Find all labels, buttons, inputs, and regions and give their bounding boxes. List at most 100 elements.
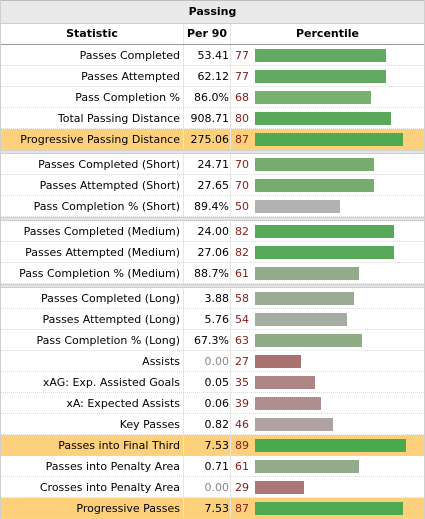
per90-value: 53.41 xyxy=(183,45,230,65)
per90-value: 27.65 xyxy=(183,175,230,195)
stat-name[interactable]: Passes Attempted (Medium) xyxy=(25,246,180,259)
percentile-bar xyxy=(255,418,333,431)
per90-value: 88.7% xyxy=(183,263,230,283)
percentile-value: 77 xyxy=(230,66,251,86)
percentile-bar xyxy=(255,292,354,305)
per90-value: 0.00 xyxy=(183,351,230,371)
percentile-bar xyxy=(255,225,394,238)
percentile-bar xyxy=(255,502,403,515)
stat-name[interactable]: Passes Attempted (Short) xyxy=(39,179,180,192)
per90-value: 27.06 xyxy=(183,242,230,262)
percentile-value: 68 xyxy=(230,87,251,107)
header-percentile[interactable]: Percentile xyxy=(230,24,424,44)
per90-value: 0.00 xyxy=(183,477,230,497)
table-row: xA: Expected Assists 0.06 39 xyxy=(1,393,424,414)
percentile-bar xyxy=(255,334,362,347)
per90-value: 908.71 xyxy=(183,108,230,128)
percentile-bar-cell xyxy=(251,129,424,149)
table-row: Passes Attempted (Short) 27.65 70 xyxy=(1,175,424,196)
stat-name[interactable]: Total Passing Distance xyxy=(57,112,180,125)
percentile-value: 82 xyxy=(230,221,251,241)
per90-value: 5.76 xyxy=(183,309,230,329)
table-row: Passes Attempted (Long) 5.76 54 xyxy=(1,309,424,330)
stat-name[interactable]: Pass Completion % (Short) xyxy=(33,200,180,213)
percentile-value: 50 xyxy=(230,196,251,216)
percentile-bar-cell xyxy=(251,498,424,518)
table-row: Passes Attempted (Medium) 27.06 82 xyxy=(1,242,424,263)
per90-value: 89.4% xyxy=(183,196,230,216)
percentile-bar-cell xyxy=(251,393,424,413)
percentile-bar xyxy=(255,246,394,259)
percentile-bar xyxy=(255,133,403,146)
table-row: Passes Completed 53.41 77 xyxy=(1,45,424,66)
stat-name[interactable]: Crosses into Penalty Area xyxy=(39,481,180,494)
percentile-value: 87 xyxy=(230,129,251,149)
table-row: Progressive Passes 7.53 87 xyxy=(1,498,424,519)
stat-name[interactable]: xA: Expected Assists xyxy=(66,397,180,410)
percentile-bar-cell xyxy=(251,456,424,476)
percentile-value: 70 xyxy=(230,154,251,174)
group-divider xyxy=(1,284,424,288)
stat-name[interactable]: Progressive Passes xyxy=(76,502,180,515)
table-row: Passes into Final Third 7.53 89 xyxy=(1,435,424,456)
percentile-bar xyxy=(255,439,406,452)
header-per90[interactable]: Per 90 xyxy=(183,24,230,44)
table-row: Pass Completion % (Short) 89.4% 50 xyxy=(1,196,424,217)
percentile-bar xyxy=(255,158,374,171)
percentile-bar xyxy=(255,179,374,192)
stat-name[interactable]: Passes Completed (Short) xyxy=(38,158,180,171)
percentile-bar-cell xyxy=(251,196,424,216)
percentile-bar-cell xyxy=(251,309,424,329)
stat-name[interactable]: xAG: Exp. Assisted Goals xyxy=(42,376,180,389)
percentile-value: 70 xyxy=(230,175,251,195)
group-divider xyxy=(1,150,424,154)
stat-name[interactable]: Progressive Passing Distance xyxy=(20,133,180,146)
percentile-bar xyxy=(255,376,315,389)
stat-name[interactable]: Pass Completion % xyxy=(75,91,180,104)
percentile-bar xyxy=(255,112,391,125)
table-row: Progressive Passing Distance 275.06 87 xyxy=(1,129,424,150)
percentile-value: 27 xyxy=(230,351,251,371)
stat-name[interactable]: Key Passes xyxy=(119,418,180,431)
percentile-value: 77 xyxy=(230,45,251,65)
header-statistic[interactable]: Statistic xyxy=(66,27,118,40)
stat-name[interactable]: Assists xyxy=(142,355,180,368)
percentile-bar-cell xyxy=(251,108,424,128)
stat-name[interactable]: Passes Completed xyxy=(79,49,180,62)
percentile-bar-cell xyxy=(251,435,424,455)
percentile-value: 61 xyxy=(230,263,251,283)
per90-value: 24.71 xyxy=(183,154,230,174)
table-row: Assists 0.00 27 xyxy=(1,351,424,372)
percentile-bar-cell xyxy=(251,351,424,371)
table-row: Pass Completion % 86.0% 68 xyxy=(1,87,424,108)
table-row: Passes Completed (Medium) 24.00 82 xyxy=(1,221,424,242)
percentile-bar-cell xyxy=(251,263,424,283)
percentile-bar-cell xyxy=(251,221,424,241)
per90-value: 0.06 xyxy=(183,393,230,413)
percentile-value: 54 xyxy=(230,309,251,329)
stat-name[interactable]: Pass Completion % (Long) xyxy=(36,334,181,347)
percentile-bar xyxy=(255,267,359,280)
percentile-value: 87 xyxy=(230,498,251,518)
stat-name[interactable]: Passes Completed (Medium) xyxy=(23,225,180,238)
percentile-bar-cell xyxy=(251,330,424,350)
percentile-bar xyxy=(255,313,347,326)
percentile-bar-cell xyxy=(251,175,424,195)
percentile-bar xyxy=(255,91,371,104)
percentile-value: 61 xyxy=(230,456,251,476)
stat-name[interactable]: Passes into Final Third xyxy=(58,439,180,452)
percentile-value: 63 xyxy=(230,330,251,350)
stat-name[interactable]: Passes into Penalty Area xyxy=(45,460,180,473)
stat-name[interactable]: Passes Completed (Long) xyxy=(40,292,180,305)
percentile-bar-cell xyxy=(251,372,424,392)
stat-name[interactable]: Passes Attempted xyxy=(81,70,180,83)
percentile-bar-cell xyxy=(251,477,424,497)
stat-name[interactable]: Passes Attempted (Long) xyxy=(42,313,180,326)
per90-value: 24.00 xyxy=(183,221,230,241)
stat-name[interactable]: Pass Completion % (Medium) xyxy=(19,267,180,280)
percentile-bar-cell xyxy=(251,87,424,107)
percentile-bar xyxy=(255,49,386,62)
per90-value: 0.82 xyxy=(183,414,230,434)
table-row: xAG: Exp. Assisted Goals 0.05 35 xyxy=(1,372,424,393)
percentile-value: 35 xyxy=(230,372,251,392)
